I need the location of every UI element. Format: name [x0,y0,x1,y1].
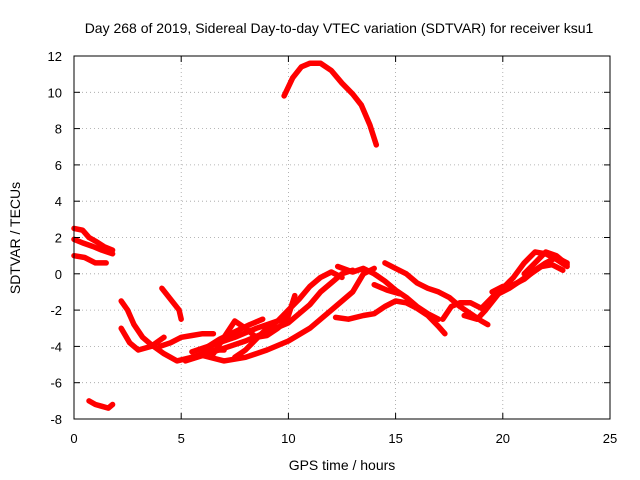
series-s14 [232,292,298,361]
y-tick-label: 12 [48,49,62,64]
series-s19 [371,281,403,297]
series-s13 [210,316,292,357]
y-tick-label: 0 [55,267,62,282]
y-tick-label: -6 [50,376,62,391]
series-s4 [86,398,116,411]
y-axis-label: SDTVAR / TECUs [7,182,23,294]
grid [74,56,610,419]
y-tick-label: 2 [55,231,62,246]
x-tick-label: 25 [603,431,617,446]
axis-ticks: 0 5 10 15 20 25 -8 -6 -4 -2 0 2 4 6 8 10 12 [48,49,618,446]
series-s8 [159,285,184,322]
y-tick-label: -2 [50,303,62,318]
x-tick-label: 20 [496,431,510,446]
series-s3 [71,252,109,266]
series-s15 [281,60,380,148]
y-tick-label: 4 [55,194,62,209]
series-s12 [199,316,266,353]
data-series [71,60,570,411]
series-s1 [71,225,116,253]
y-tick-label: 10 [48,85,62,100]
y-tick-label: -8 [50,412,62,427]
series-s7 [157,330,217,350]
series-s2 [71,236,116,257]
series-s22 [489,254,570,295]
x-tick-label: 5 [178,431,185,446]
x-tick-label: 15 [388,431,402,446]
chart-title: Day 268 of 2019, Sidereal Day-to-day VTE… [85,20,594,36]
x-tick-label: 10 [281,431,295,446]
series-s17 [334,263,442,322]
x-tick-label: 0 [70,431,77,446]
series-s16 [332,298,448,337]
series-s9 [182,267,356,364]
series-s6 [118,325,167,353]
y-tick-label: 8 [55,122,62,137]
y-tick-label: 6 [55,158,62,173]
series-s23 [521,249,570,277]
y-tick-label: -4 [50,339,62,354]
x-axis-label: GPS time / hours [289,457,396,473]
